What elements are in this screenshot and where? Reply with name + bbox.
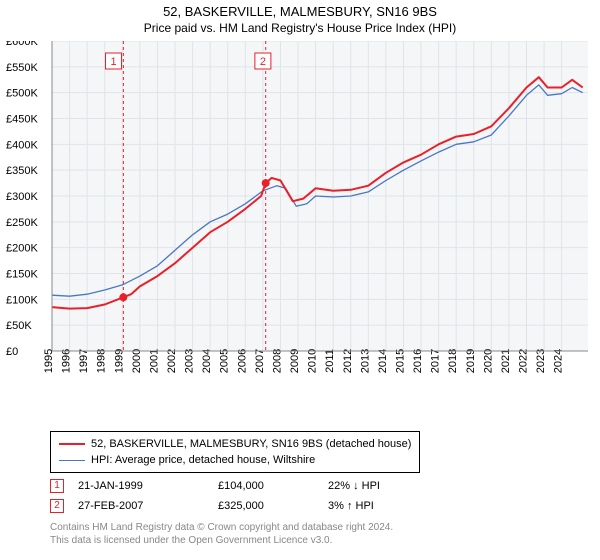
svg-text:2005: 2005 [219,349,231,373]
credits-line: This data is licensed under the Open Gov… [50,534,600,547]
transaction-price: £104,000 [218,480,328,492]
svg-text:£150K: £150K [6,269,38,281]
credits-line: Contains HM Land Registry data © Crown c… [50,521,600,534]
svg-text:2006: 2006 [236,349,248,373]
svg-text:2000: 2000 [131,349,143,373]
svg-text:1995: 1995 [43,349,55,373]
page-title: 52, BASKERVILLE, MALMESBURY, SN16 9BS [0,0,600,19]
svg-text:£450K: £450K [6,114,38,126]
svg-text:1996: 1996 [61,349,73,373]
svg-text:£300K: £300K [6,191,38,203]
credits: Contains HM Land Registry data © Crown c… [0,513,600,547]
svg-text:2011: 2011 [324,349,336,373]
svg-text:2009: 2009 [289,349,301,373]
svg-text:2: 2 [260,56,266,68]
svg-text:2007: 2007 [254,349,266,373]
svg-text:2013: 2013 [359,349,371,373]
svg-text:2022: 2022 [517,349,529,373]
svg-text:£400K: £400K [6,139,38,151]
svg-text:£100K: £100K [6,294,38,306]
svg-text:2002: 2002 [166,349,178,373]
svg-text:2015: 2015 [394,349,406,373]
legend-label: 52, BASKERVILLE, MALMESBURY, SN16 9BS (d… [91,438,411,450]
svg-text:£250K: £250K [6,217,38,229]
transaction-date: 21-JAN-1999 [78,480,218,492]
marker-badge: 2 [50,499,64,513]
page-subtitle: Price paid vs. HM Land Registry's House … [0,19,600,41]
svg-text:£600K: £600K [6,41,38,48]
transaction-row: 2 27-FEB-2007£325,0003% ↑ HPI [0,493,600,513]
transaction-delta: 22% ↓ HPI [328,480,380,492]
marker-badge: 1 [50,479,64,493]
svg-text:1997: 1997 [78,349,90,373]
svg-text:2016: 2016 [412,349,424,373]
svg-text:£550K: £550K [6,62,38,74]
svg-text:2010: 2010 [307,349,319,373]
legend-item: 52, BASKERVILLE, MALMESBURY, SN16 9BS (d… [59,436,411,452]
svg-text:2018: 2018 [447,349,459,373]
svg-text:2012: 2012 [342,349,354,373]
svg-text:£500K: £500K [6,88,38,100]
svg-text:2001: 2001 [148,349,160,373]
svg-text:2023: 2023 [535,349,547,373]
transaction-row: 1 21-JAN-1999£104,00022% ↓ HPI [0,473,600,493]
svg-text:1999: 1999 [113,349,125,373]
chart-container: £0 £50K £100K £150K £200K £250K £300K £350K £400… [0,41,600,385]
legend-swatch [59,460,85,461]
svg-text:£50K: £50K [6,320,32,332]
svg-text:2021: 2021 [500,349,512,373]
svg-text:2024: 2024 [553,349,565,373]
svg-text:£0: £0 [6,346,18,358]
svg-text:2004: 2004 [201,349,213,373]
svg-text:2017: 2017 [430,349,442,373]
transaction-delta: 3% ↑ HPI [328,500,374,512]
svg-text:£200K: £200K [6,243,38,255]
price-chart: £0 £50K £100K £150K £200K £250K £300K £350K £400… [0,41,600,385]
transactions-list: 1 21-JAN-1999£104,00022% ↓ HPI 2 27-FEB-200… [0,473,600,513]
transaction-date: 27-FEB-2007 [78,500,218,512]
svg-text:2020: 2020 [482,349,494,373]
legend-label: HPI: Average price, detached house, Wilt… [91,454,315,466]
svg-text:1: 1 [110,56,116,68]
svg-text:2014: 2014 [377,349,389,373]
svg-text:£350K: £350K [6,165,38,177]
legend-swatch [59,443,85,445]
svg-text:2019: 2019 [465,349,477,373]
svg-text:2008: 2008 [271,349,283,373]
transaction-price: £325,000 [218,500,328,512]
chart-legend: 52, BASKERVILLE, MALMESBURY, SN16 9BS (d… [50,431,420,473]
legend-item: HPI: Average price, detached house, Wilt… [59,452,411,468]
svg-text:1998: 1998 [96,349,108,373]
svg-text:2003: 2003 [184,349,196,373]
